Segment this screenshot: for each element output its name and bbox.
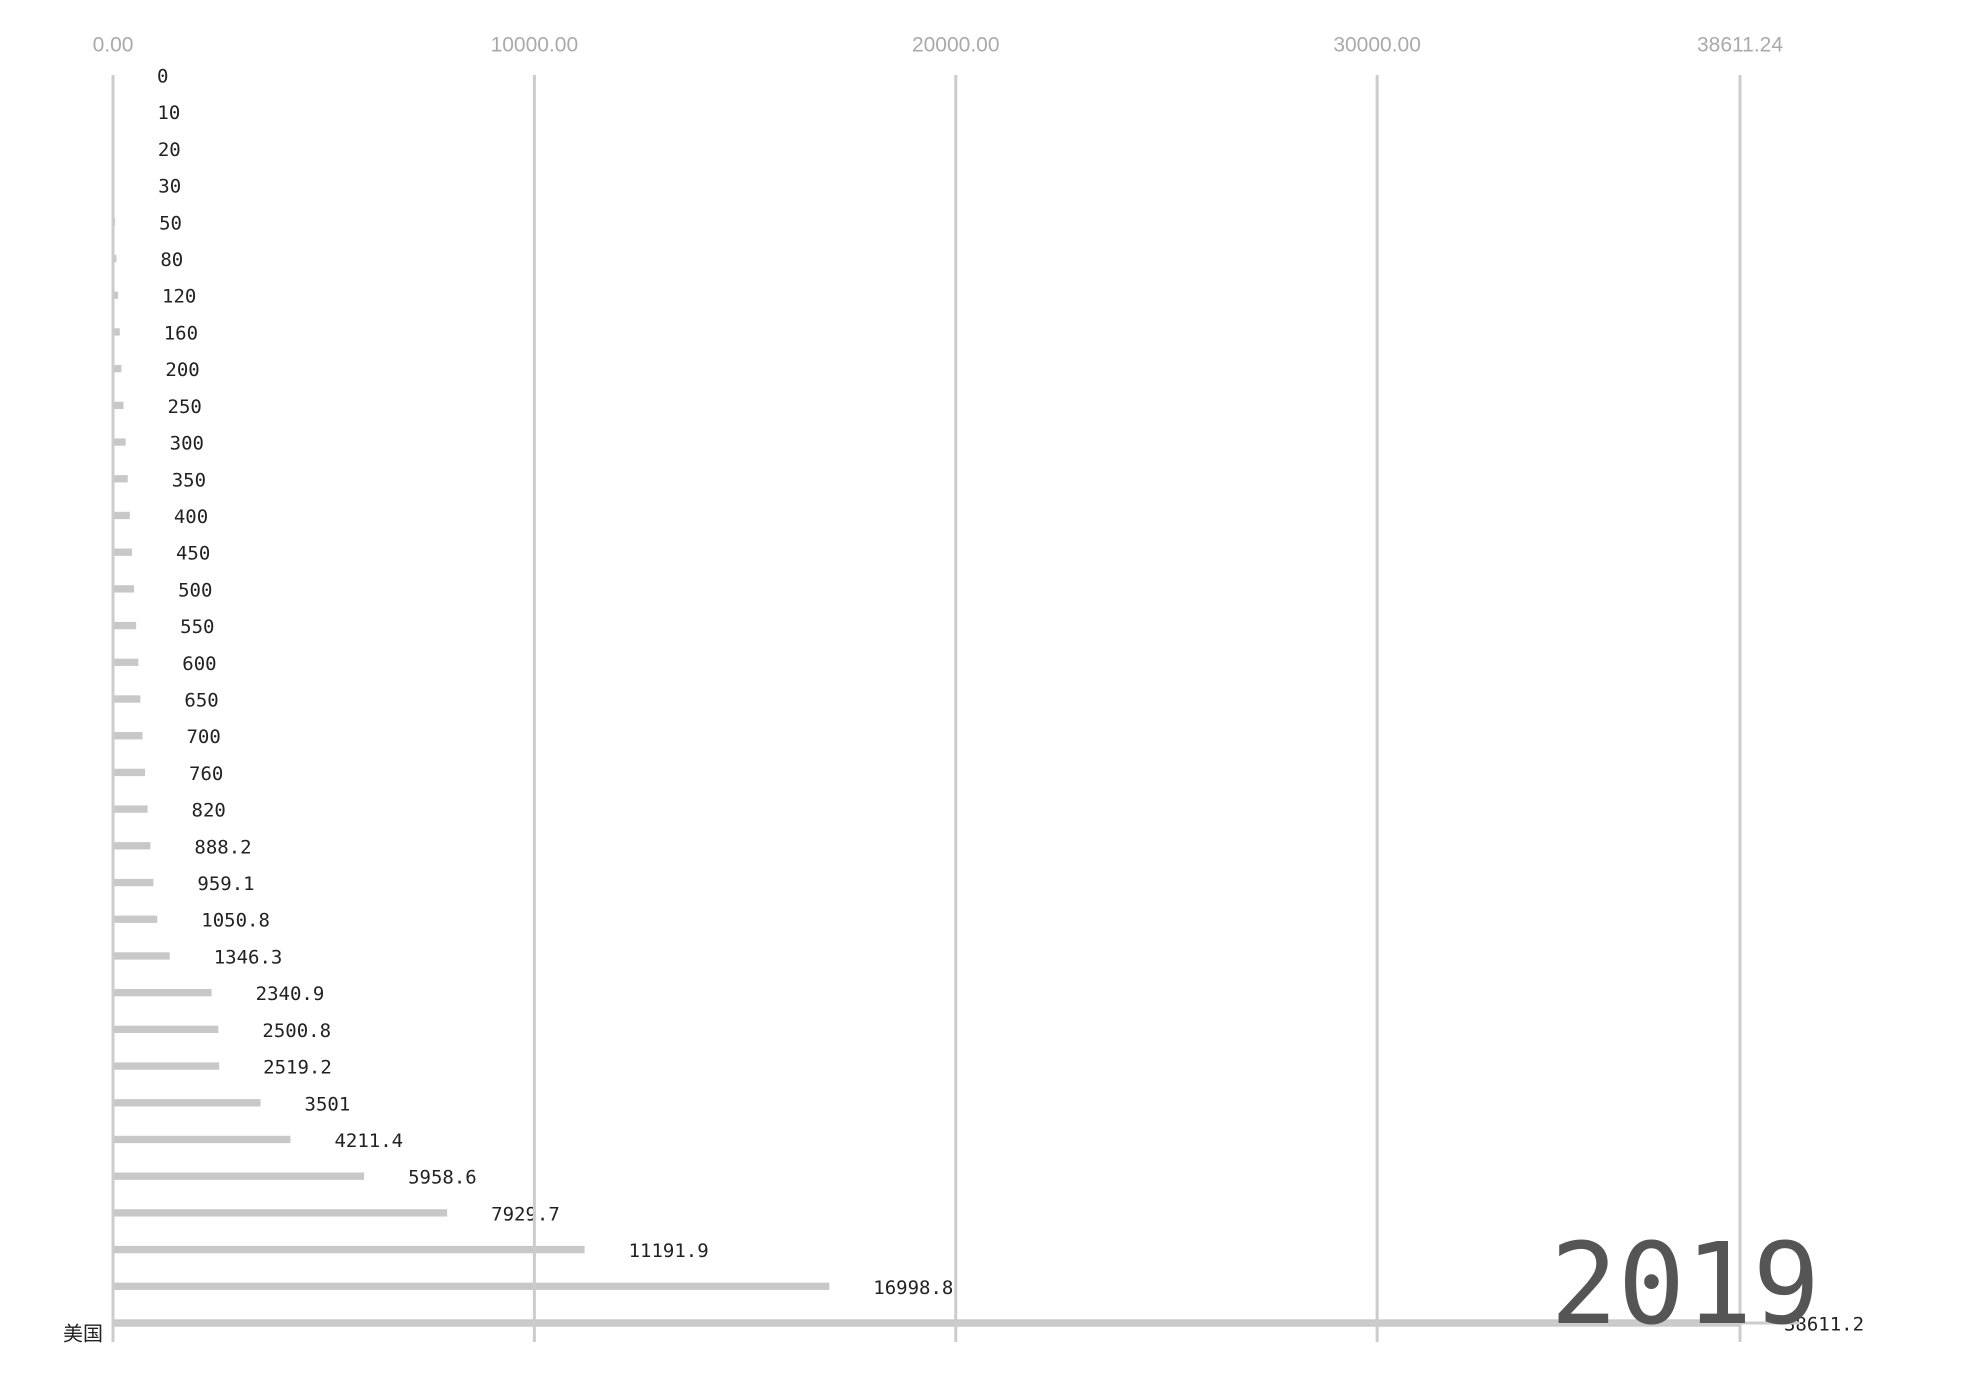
bar — [113, 1135, 291, 1144]
x-tick-label: 10000.00 — [491, 34, 579, 57]
value-label: 20 — [158, 139, 181, 161]
bar — [113, 1099, 261, 1107]
value-label: 30 — [158, 176, 181, 198]
value-label: 11191.9 — [629, 1240, 709, 1262]
bar — [113, 952, 170, 960]
value-label: 80 — [160, 249, 183, 271]
value-label: 16998.8 — [873, 1277, 953, 1299]
bar — [113, 438, 126, 446]
bar — [113, 1245, 585, 1254]
value-label: 7929.7 — [491, 1203, 560, 1225]
bar — [113, 1209, 448, 1217]
value-label: 450 — [176, 543, 210, 565]
value-label: 959.1 — [197, 873, 254, 895]
value-label: 550 — [180, 616, 214, 638]
value-label: 3501 — [305, 1093, 351, 1115]
value-label: 600 — [182, 653, 216, 675]
bar — [113, 364, 122, 373]
x-tick-label: 30000.00 — [1333, 34, 1421, 57]
x-tick-label: 38611.24 — [1697, 34, 1783, 57]
bar — [113, 475, 128, 483]
value-label: 350 — [172, 469, 206, 491]
bar — [113, 842, 151, 850]
bar — [113, 768, 146, 777]
value-label: 300 — [170, 433, 204, 455]
value-label: 1346.3 — [214, 946, 283, 968]
bar — [113, 548, 132, 556]
value-label: 4211.4 — [334, 1130, 403, 1152]
x-tick-label: 0.00 — [93, 34, 134, 57]
bar — [113, 511, 130, 520]
value-label: 38611.2 — [1784, 1314, 1864, 1336]
bar — [113, 805, 148, 813]
bar — [113, 1282, 830, 1290]
value-label: 10 — [157, 102, 180, 124]
bar — [113, 1172, 365, 1180]
value-label: 700 — [186, 726, 220, 748]
bar — [113, 695, 141, 703]
bar — [113, 401, 124, 410]
value-label: 1050.8 — [201, 910, 270, 932]
bar — [113, 732, 143, 740]
value-label: 400 — [174, 506, 208, 528]
value-label: 760 — [189, 763, 223, 785]
value-label: 2500.8 — [262, 1020, 331, 1042]
year-label: 2019 — [1550, 1220, 1820, 1350]
bar — [113, 658, 139, 666]
value-label: 120 — [162, 286, 196, 308]
value-label: 50 — [159, 212, 182, 234]
value-label: 888.2 — [194, 836, 251, 858]
value-label: 2519.2 — [263, 1057, 332, 1079]
bar — [113, 621, 137, 630]
value-label: 160 — [164, 322, 198, 344]
x-tick-label: 20000.00 — [912, 34, 1000, 57]
bar — [113, 988, 212, 997]
value-label: 500 — [178, 579, 212, 601]
value-label: 200 — [165, 359, 199, 381]
bar — [113, 1025, 219, 1034]
value-label: 2340.9 — [256, 983, 325, 1005]
bar — [113, 915, 158, 923]
bar — [113, 328, 120, 336]
bar — [113, 585, 135, 593]
value-label: 650 — [184, 690, 218, 712]
value-label: 250 — [168, 396, 202, 418]
category-label: 美国 — [63, 1322, 103, 1346]
value-label: 820 — [192, 800, 226, 822]
bar — [113, 1062, 220, 1070]
bar — [113, 254, 117, 263]
value-label: 5958.6 — [408, 1167, 477, 1189]
bar — [113, 291, 119, 299]
value-label: 0 — [157, 66, 168, 88]
bar — [113, 878, 154, 887]
